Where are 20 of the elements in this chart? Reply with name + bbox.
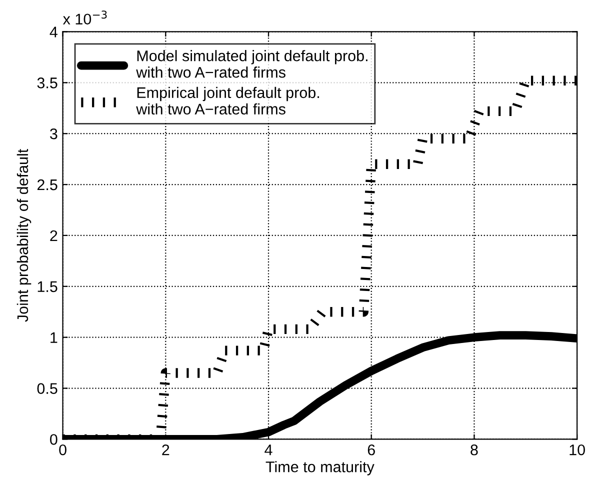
y-tick-label: 4 [50,26,58,38]
text: x 10$^{−3}$ [62,10,107,25]
x-tick-label: 0 [59,444,66,456]
y-tick-label: 2.5 [37,179,58,190]
x-tick-label: 10 [570,444,585,456]
y-tick-label: 1 [50,332,58,343]
x-tick-label: 4 [264,444,272,456]
y-tick-label: 3.5 [37,78,58,88]
y-tick-label: 1.5 [38,281,58,292]
x-axis-title: Time to maturity [266,461,374,476]
x-tick-label: 8 [470,444,478,456]
legend-label: Model simulated joint default prob. with two A−rated firms [136,50,368,78]
y-tick-label: 0 [50,434,58,445]
y-tick-label: 3 [50,128,58,140]
y-tick-label: 2 [50,230,58,241]
x-tick-label: 6 [368,444,375,456]
y-tick-label: 0.5 [37,383,58,394]
y-axis-title: Joint probability of default [16,148,32,322]
x-tick-label: 2 [162,444,170,456]
legend-label: Empirical joint default prob. with two A−rated firms [136,86,319,115]
